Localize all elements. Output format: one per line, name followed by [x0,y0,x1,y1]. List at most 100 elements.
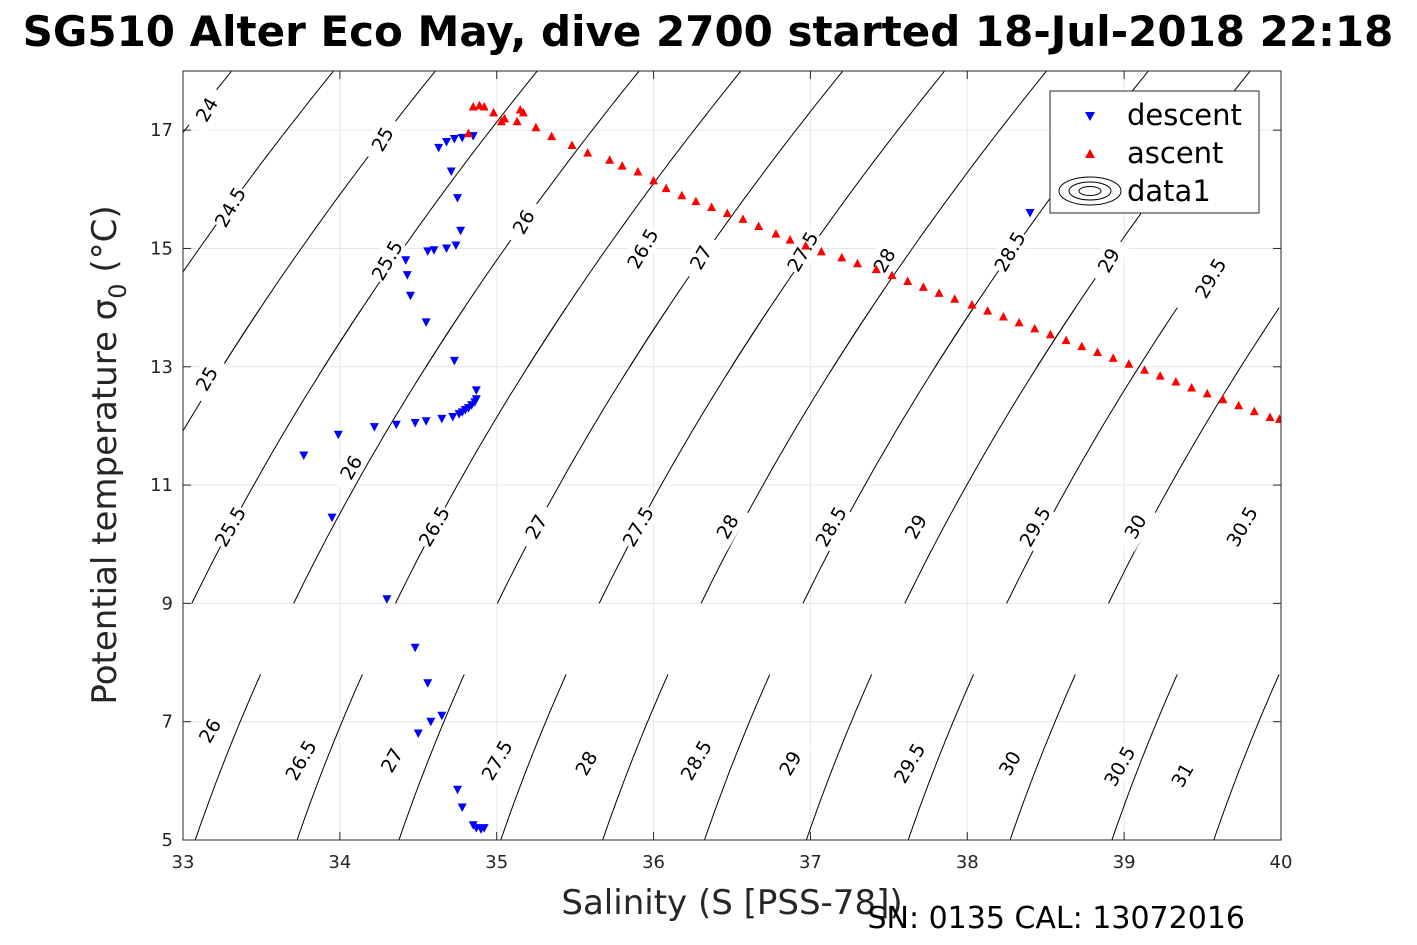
series-ascent [463,100,1281,423]
descent-point [456,226,466,236]
ascent-point [1187,382,1197,392]
y-tick-label: 17 [150,120,173,141]
ascent-point [1265,412,1275,422]
ascent-point [617,161,627,170]
isopycnal-27 [395,307,567,604]
ascent-point [605,155,615,164]
ascent-point [1249,406,1259,416]
y-tick-label: 15 [150,238,173,259]
ascent-point [1045,329,1055,339]
ascent-point [1124,359,1134,368]
contour-label-backdrop [1013,501,1057,552]
ascent-point [771,229,781,238]
contour-label-backdrop [887,738,931,789]
contour-label-backdrop [768,738,812,789]
ascent-point [871,264,881,274]
data-series [299,100,1281,834]
ascent-point [1155,371,1165,380]
contour-label-backdrop [564,738,608,789]
x-tick-label: 38 [956,852,979,873]
descent-point [479,824,489,833]
descent-point [437,414,447,424]
ascent-point [707,202,717,212]
contour-label-backdrop [705,501,749,552]
ascent-point [903,276,913,285]
legend: descent ascent data1 [1049,90,1260,214]
descent-point [1025,208,1035,218]
legend-ascent-marker [1085,149,1095,158]
descent-point [401,256,411,265]
ascent-point [677,190,687,200]
y-axis-label: Potential temperature σ0 (°C) [85,205,132,704]
descent-point [449,135,459,144]
ascent-point [1234,400,1244,410]
legend-contour-icon [1058,176,1122,206]
descent-point [448,413,458,422]
contour-label-backdrop [621,223,664,274]
ascent-point [722,208,732,217]
descent-point [327,513,337,523]
x-tick-label: 40 [1270,852,1293,873]
ascent-point [633,167,643,176]
contour-label-backdrop [809,501,853,552]
isopycnal-29.5 [805,674,873,840]
x-tick-label: 35 [485,852,508,873]
ascent-point [1030,323,1040,333]
y-tick-label: 5 [162,830,173,851]
descent-point [333,430,343,440]
contour-label-backdrop [360,113,404,165]
descent-point [442,137,452,147]
x-tick-label: 36 [642,852,665,873]
contour-label-backdrop [208,182,252,233]
contour-label-backdrop [1189,252,1232,304]
isopycnal-30 [907,674,975,840]
x-tick-label: 33 [172,852,195,873]
series-descent [299,132,1035,834]
ascent-point [1218,394,1228,404]
descent-point [437,711,447,721]
ascent-point [479,101,489,111]
y-tick-label: 13 [150,357,173,378]
contour-label-backdrop [1113,501,1157,552]
descent-point [410,418,420,428]
ascent-point [887,270,897,280]
isopycnal-30.5 [1009,674,1076,840]
contour-label-backdrop [1220,501,1264,552]
ascent-point [837,252,847,262]
legend-descent-label: descent [1127,98,1242,132]
descent-point [429,246,439,255]
descent-point [402,271,412,280]
descent-point [391,420,401,430]
x-tick-label: 39 [1113,852,1136,873]
ascent-point [463,128,473,138]
isopycnal-27.5 [398,674,465,840]
contour-label-backdrop [185,84,228,135]
ascent-point [785,235,795,244]
isopycnal-28 [500,674,567,840]
contour-label-backdrop [894,501,937,552]
x-axis-label: Salinity (S [PSS-78]) [561,883,902,923]
contour-label-backdrop [185,353,228,404]
isopycnal-28 [598,307,771,604]
contour-label-backdrop [616,501,660,552]
descent-point [449,356,459,366]
isopycnal-26 [191,307,363,604]
isopycnal-31.5 [1213,674,1280,840]
descent-point [442,244,452,253]
descent-point [405,291,415,301]
ascent-point [1171,377,1181,386]
ascent-point [1061,335,1071,345]
ascent-point [967,300,977,309]
contour-label-backdrop [679,232,723,283]
descent-point [457,133,467,143]
contour-label-backdrop [1160,749,1204,800]
x-tick-label: 37 [799,852,822,873]
isopycnal-31 [1111,674,1178,840]
ascent-point [691,196,701,206]
y-axis-label-main: Potential temperature σ [85,299,125,705]
ascent-point [934,288,944,297]
y-tick-label: 9 [162,593,173,614]
ascent-point [649,175,659,185]
contour-label-backdrop [781,226,824,277]
y-axis-label-subscript: 0 [104,283,132,298]
